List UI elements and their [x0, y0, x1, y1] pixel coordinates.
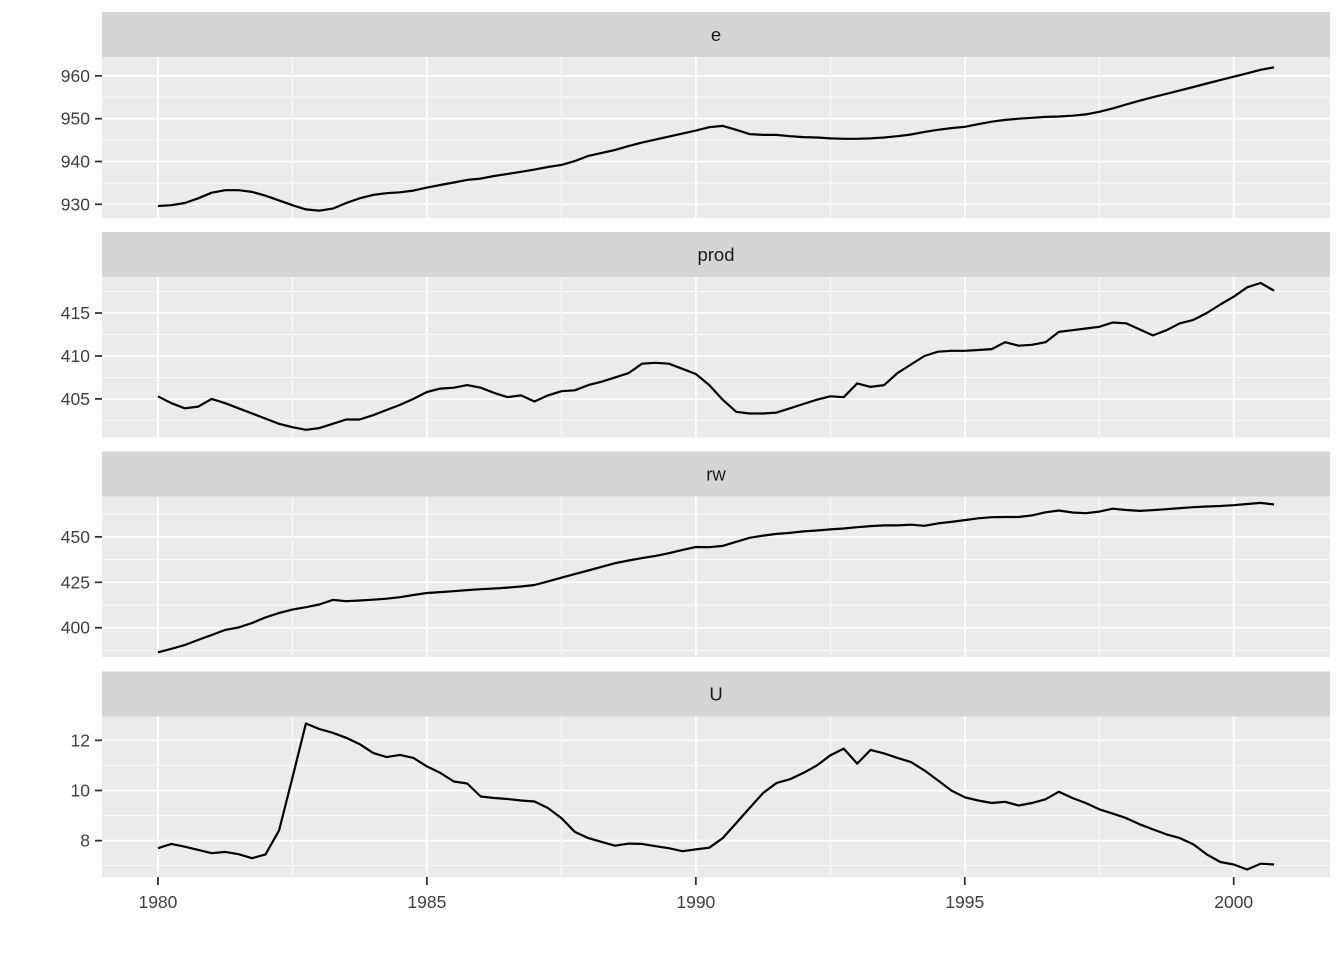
y-tick-label: 8 — [80, 831, 90, 851]
panel-background — [102, 277, 1330, 438]
series-line-e — [157, 66, 1275, 212]
facet-strip — [102, 671, 1330, 717]
y-tick-label: 930 — [61, 194, 90, 214]
y-tick-label: 940 — [61, 151, 90, 171]
y-tick-label: 425 — [61, 572, 90, 592]
y-tick-label: 450 — [61, 527, 90, 547]
y-tick-label: 410 — [61, 346, 90, 366]
series-line-prod — [157, 281, 1275, 431]
facet-panel-U: U 8 10 12 — [71, 671, 1330, 877]
panel-background — [102, 716, 1330, 877]
facet-panel-e: e 930 940 950 960 — [61, 12, 1330, 218]
panel-background — [102, 496, 1330, 657]
facet-strip-label-U: U — [709, 684, 722, 705]
series-line-rw — [157, 501, 1275, 654]
facet-strip — [102, 232, 1330, 277]
y-tick-label: 405 — [61, 389, 90, 409]
series-line-U — [157, 722, 1275, 871]
facet-strip — [102, 451, 1330, 497]
panel-background — [102, 57, 1330, 218]
facet-strip-label-e: e — [711, 24, 721, 45]
y-tick-label: 10 — [71, 780, 91, 800]
x-tick-label: 1990 — [676, 892, 715, 912]
x-tick-label: 2000 — [1214, 892, 1253, 912]
y-tick-label: 12 — [71, 730, 90, 750]
y-tick-label: 415 — [61, 303, 90, 323]
y-tick-label: 400 — [61, 618, 90, 638]
x-axis: 1980 1985 1990 1995 2000 — [138, 877, 1253, 912]
x-tick-label: 1980 — [138, 892, 177, 912]
facet-strip — [102, 12, 1330, 57]
x-tick-label: 1985 — [407, 892, 446, 912]
facet-strip-label-rw: rw — [706, 464, 726, 485]
facet-panel-prod: prod 405 410 415 — [61, 232, 1330, 438]
y-tick-label: 950 — [61, 109, 90, 129]
facet-strip-label-prod: prod — [697, 244, 734, 265]
y-tick-label: 960 — [61, 66, 90, 86]
facet-panel-rw: rw 400 425 450 — [61, 451, 1330, 657]
x-tick-label: 1995 — [945, 892, 984, 912]
